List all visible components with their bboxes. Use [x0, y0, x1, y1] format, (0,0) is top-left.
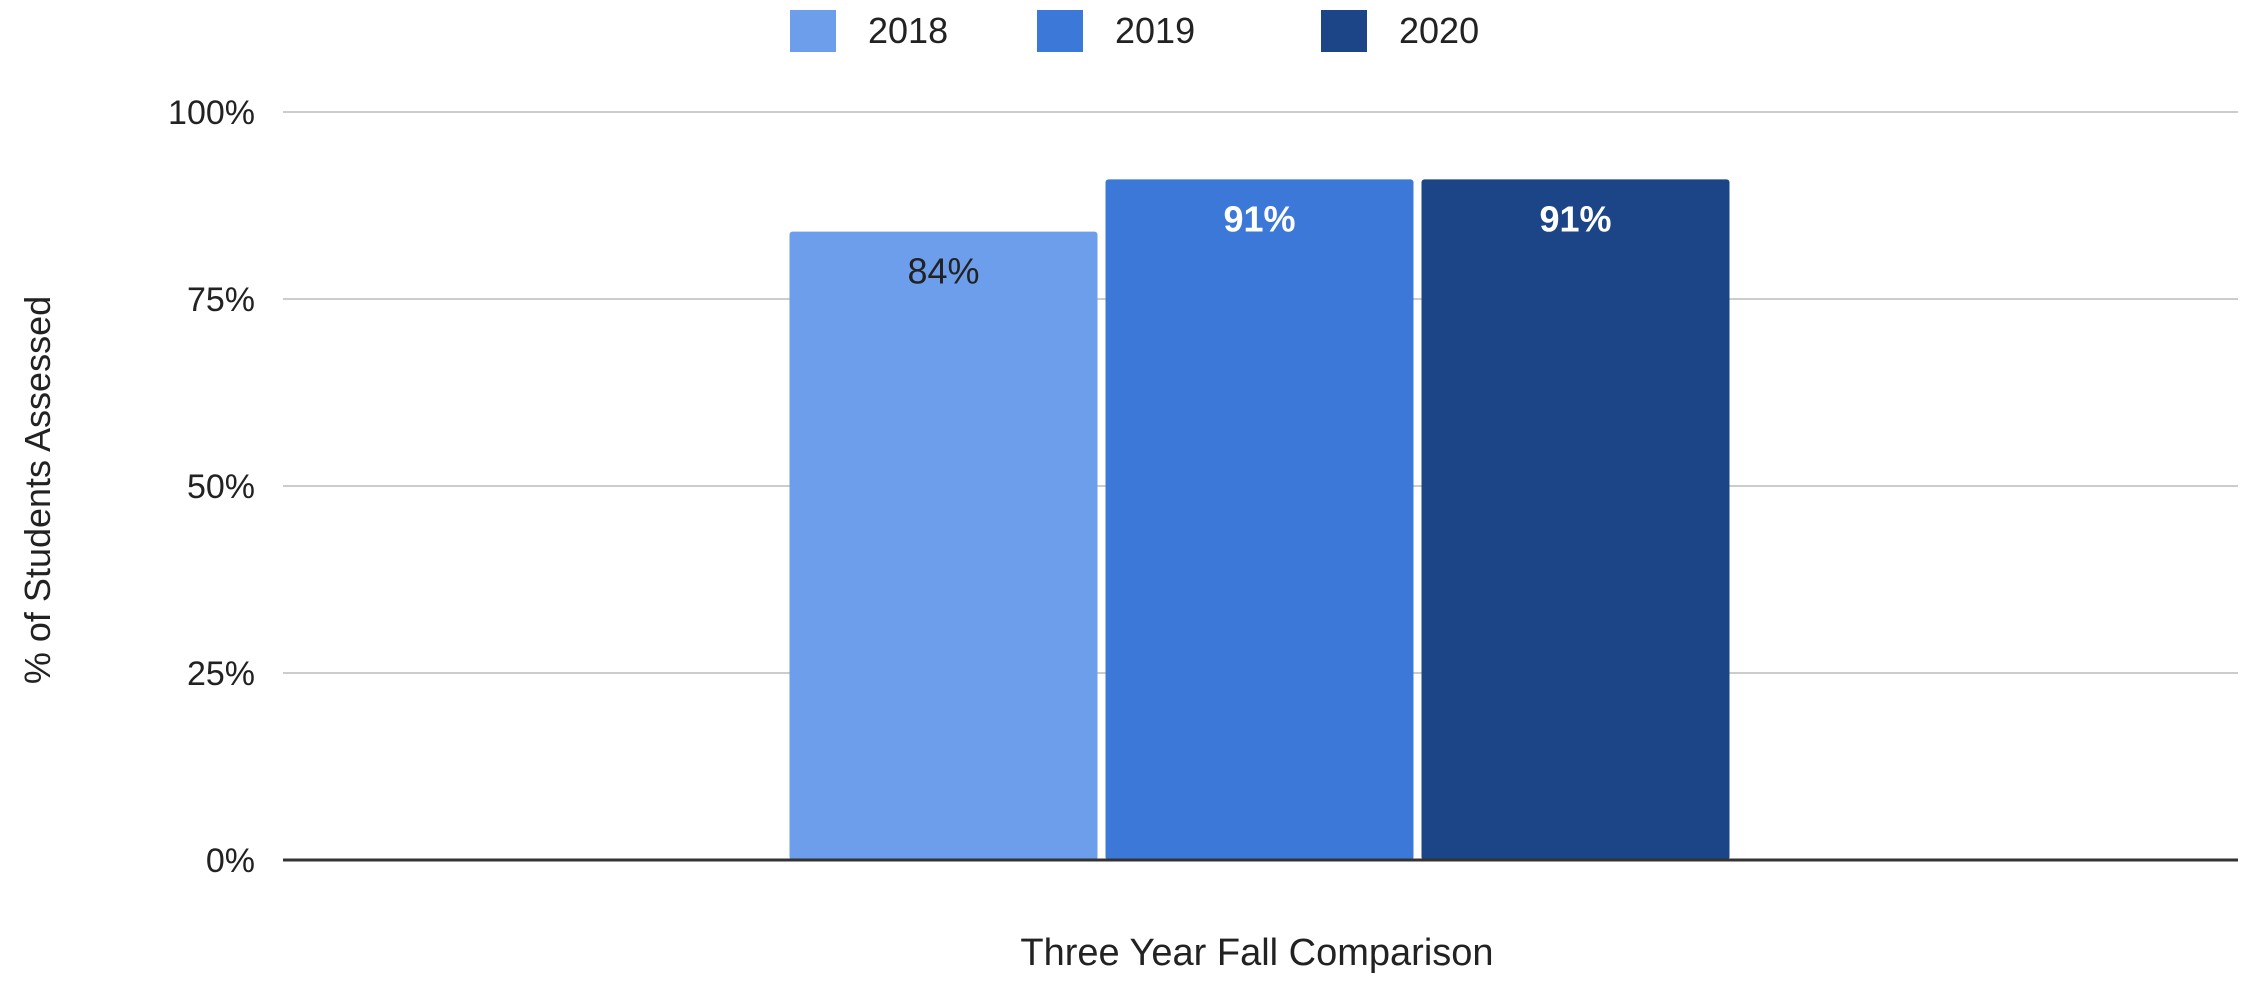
legend-label-2020: 2020	[1399, 10, 1479, 51]
data-label-2020: 91%	[1539, 198, 1611, 239]
bar-2018	[789, 231, 1098, 860]
legend-label-2019: 2019	[1115, 10, 1195, 51]
legend-swatch-2019	[1037, 10, 1083, 52]
y-axis-ticks: 0% 25% 50% 75% 100%	[168, 94, 255, 880]
y-tick-label: 100%	[168, 94, 255, 132]
y-tick-label: 25%	[187, 655, 255, 693]
y-axis-label: % of Students Assessed	[17, 296, 58, 684]
bar-2020	[1421, 179, 1730, 860]
legend-swatch-2020	[1321, 10, 1367, 52]
bar-2019	[1105, 179, 1414, 860]
y-tick-label: 50%	[187, 468, 255, 506]
legend-label-2018: 2018	[868, 10, 948, 51]
legend-swatch-2018	[790, 10, 836, 52]
x-axis-label: Three Year Fall Comparison	[1020, 932, 1493, 974]
data-label-2019: 91%	[1223, 198, 1295, 239]
bars: 84% 91% 91%	[789, 179, 1730, 860]
data-label-2018: 84%	[907, 251, 979, 292]
y-tick-label: 75%	[187, 281, 255, 319]
y-tick-label: 0%	[206, 842, 255, 880]
legend: 2018 2019 2020	[790, 10, 1479, 52]
